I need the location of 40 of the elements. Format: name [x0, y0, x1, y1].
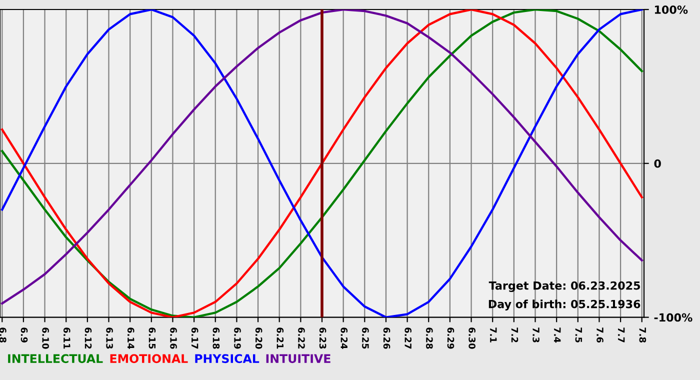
text: INTELLECTUAL	[8, 354, 103, 364]
y-tick-label: 0	[654, 159, 661, 168]
x-tick-label: 6.11	[63, 328, 70, 349]
x-tick-label: 7.7	[618, 328, 625, 342]
x-tick-label: 6.8	[0, 328, 6, 342]
x-tick-label: 6.10	[42, 328, 49, 349]
x-tick-label: 7.6	[596, 328, 604, 343]
x-tick-label: 6.16	[170, 328, 177, 349]
x-tick-label: 6.14	[127, 328, 134, 349]
y-tick-label: 100%	[654, 5, 688, 14]
x-tick-label: 6.19	[234, 328, 241, 349]
x-tick-label: 6.28	[426, 328, 433, 349]
x-tick-label: 6.29	[447, 328, 454, 349]
x-tick-label: 6.17	[191, 328, 198, 349]
x-tick-label: 6.24	[340, 328, 348, 349]
x-tick-label: 6.22	[298, 328, 305, 349]
x-tick-label: 6.18	[212, 328, 220, 349]
text: INTUITIVE	[266, 354, 330, 364]
y-tick-label: -100%	[654, 313, 692, 322]
x-tick-label: 6.21	[276, 328, 284, 349]
x-tick-label: 7.3	[532, 328, 540, 342]
x-tick-label: 6.30	[468, 328, 476, 349]
x-tick-label: 7.1	[490, 328, 497, 342]
annotation: Target Date: 06.23.2025	[488, 281, 640, 292]
x-tick-label: 6.12	[84, 328, 92, 349]
text: EMOTIONAL	[110, 354, 188, 364]
text: PHYSICAL	[195, 354, 260, 364]
x-tick-label: 6.25	[362, 328, 369, 349]
x-tick-label: 6.9	[20, 328, 28, 342]
x-tick-label: 7.5	[575, 328, 582, 342]
x-tick-label: 6.23	[319, 328, 326, 349]
x-tick-label: 6.20	[255, 328, 262, 349]
x-tick-label: 6.26	[383, 328, 390, 349]
x-tick-label: 6.27	[404, 328, 412, 349]
x-tick-label: 6.13	[106, 328, 113, 349]
x-tick-label: 6.15	[148, 328, 156, 349]
x-tick-label: 7.8	[639, 328, 646, 342]
annotation: Day of birth: 05.25.1936	[488, 300, 640, 310]
x-tick-label: 7.4	[554, 328, 561, 343]
x-tick-label: 7.2	[511, 328, 518, 342]
